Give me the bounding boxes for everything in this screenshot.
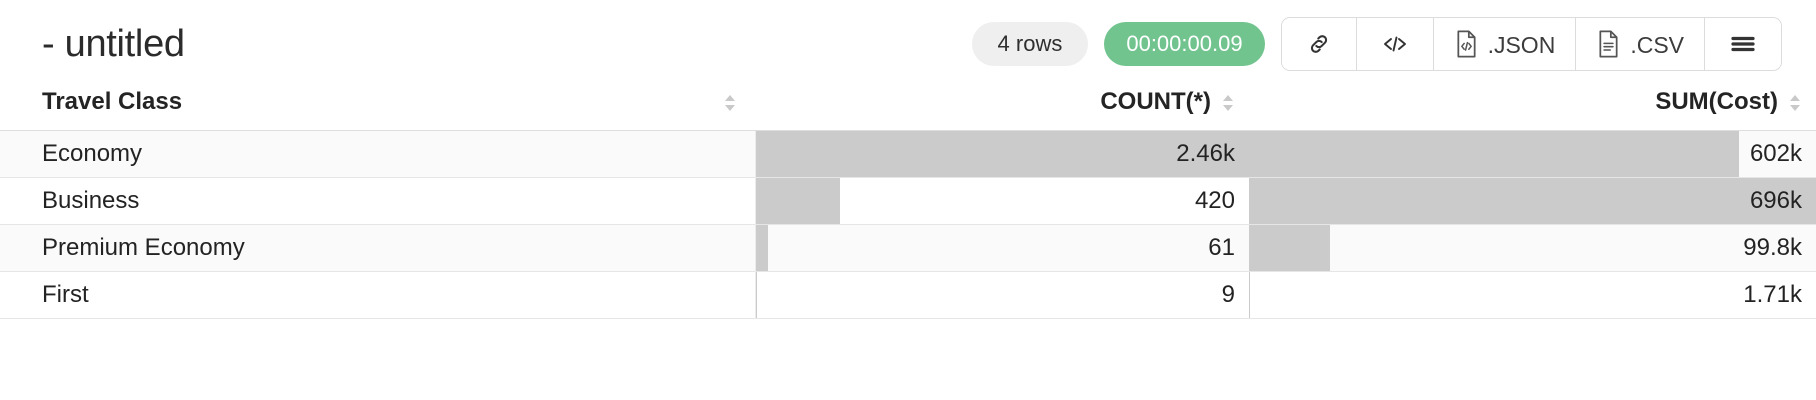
result-table: Travel Class COUNT(*) xyxy=(0,88,1816,319)
cell-travel-class: Premium Economy xyxy=(0,224,755,272)
result-table-wrapper: Travel Class COUNT(*) xyxy=(0,88,1816,319)
cell-count: 61 xyxy=(754,224,1249,272)
page-title: - untitled xyxy=(42,22,185,65)
column-header-sum-cost[interactable]: SUM(Cost) xyxy=(1249,88,1816,131)
cell-count-bar xyxy=(756,178,840,224)
export-json-label: .JSON xyxy=(1487,31,1556,58)
export-button-group: .JSON .CSV xyxy=(1280,17,1782,71)
sort-icon-count[interactable] xyxy=(1221,92,1235,114)
cell-count: 420 xyxy=(754,177,1249,225)
column-header-travel-class-label: Travel Class xyxy=(42,88,183,115)
result-header: - untitled 4 rows 00:00:00.09 xyxy=(0,0,1816,88)
cell-sum-cost: 1.71k xyxy=(1249,271,1816,319)
menu-button[interactable] xyxy=(1705,18,1781,70)
sort-icon-travel-class[interactable] xyxy=(723,92,737,114)
view-code-button[interactable] xyxy=(1356,18,1434,70)
table-row[interactable]: Premium Economy 61 99.8k xyxy=(0,224,1816,272)
cell-count-bar xyxy=(756,131,1249,177)
export-json-button[interactable]: .JSON xyxy=(1433,18,1577,70)
share-link-button[interactable] xyxy=(1281,18,1357,70)
cell-travel-class: Economy xyxy=(0,130,755,178)
csv-file-icon xyxy=(1596,30,1621,58)
cell-travel-class-text: Premium Economy xyxy=(42,234,245,261)
cell-travel-class: First xyxy=(0,271,755,319)
json-file-icon xyxy=(1454,30,1479,58)
cell-count-bar xyxy=(756,272,758,318)
sort-icon-sum-cost[interactable] xyxy=(1788,92,1802,114)
cell-travel-class-text: Economy xyxy=(42,140,143,167)
cell-sum-cost-text: 602k xyxy=(1749,140,1802,167)
cell-sum-cost-bar xyxy=(1249,272,1251,318)
column-header-count-label: COUNT(*) xyxy=(1100,88,1211,115)
cell-travel-class-text: First xyxy=(42,281,89,308)
header-toolbar: 4 rows 00:00:00.09 xyxy=(971,17,1782,71)
cell-count-text: 61 xyxy=(1208,234,1235,261)
cell-sum-cost: 696k xyxy=(1249,177,1816,225)
export-csv-label: .CSV xyxy=(1630,31,1684,58)
column-header-travel-class[interactable]: Travel Class xyxy=(0,88,755,131)
cell-count-text: 9 xyxy=(1221,281,1235,308)
column-header-sum-cost-label: SUM(Cost) xyxy=(1655,88,1778,115)
cell-sum-cost-text: 1.71k xyxy=(1743,281,1802,308)
cell-travel-class-text: Business xyxy=(42,187,140,214)
table-body: Economy 2.46k 602k Business 420 696k Premium E… xyxy=(0,130,1816,319)
cell-count: 2.46k xyxy=(754,130,1249,178)
cell-count-bar xyxy=(756,225,768,271)
cell-sum-cost-text: 99.8k xyxy=(1743,234,1802,261)
cell-sum-cost-bar xyxy=(1249,225,1331,271)
code-icon xyxy=(1381,31,1409,57)
cell-count-text: 2.46k xyxy=(1176,140,1235,167)
cell-sum-cost-bar xyxy=(1249,178,1816,224)
table-row[interactable]: Business 420 696k xyxy=(0,177,1816,225)
cell-sum-cost: 602k xyxy=(1249,130,1816,178)
cell-count: 9 xyxy=(754,271,1249,319)
link-icon xyxy=(1306,31,1332,57)
cell-sum-cost-bar xyxy=(1249,131,1740,177)
table-row[interactable]: First 9 1.71k xyxy=(0,271,1816,319)
cell-travel-class: Business xyxy=(0,177,755,225)
execution-time-badge: 00:00:00.09 xyxy=(1104,22,1265,66)
hamburger-icon xyxy=(1729,33,1757,55)
export-csv-button[interactable]: .CSV xyxy=(1576,18,1705,70)
cell-sum-cost: 99.8k xyxy=(1249,224,1816,272)
column-header-count[interactable]: COUNT(*) xyxy=(755,88,1249,131)
table-row[interactable]: Economy 2.46k 602k xyxy=(0,130,1816,178)
cell-count-text: 420 xyxy=(1194,187,1235,214)
cell-sum-cost-text: 696k xyxy=(1749,187,1802,214)
table-header-row: Travel Class COUNT(*) xyxy=(0,88,1816,131)
row-count-badge: 4 rows xyxy=(971,22,1089,66)
